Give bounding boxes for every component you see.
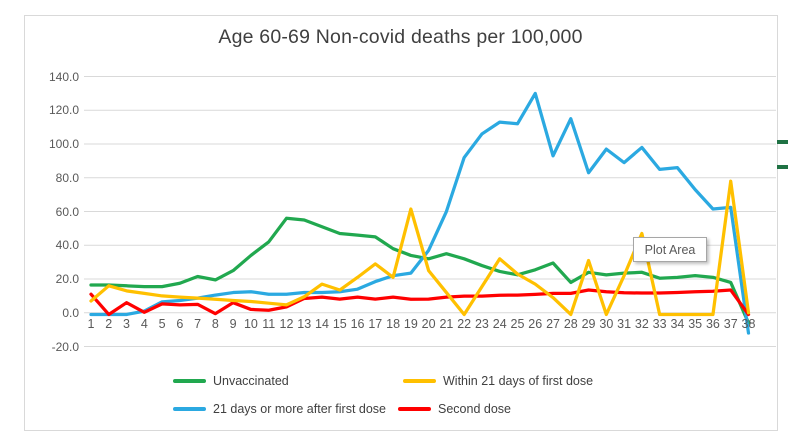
legend-item-second-dose[interactable]: Second dose [398,401,511,417]
x-axis-tick-label: 12 [279,317,294,331]
x-axis-tick-label: 27 [546,317,560,331]
x-axis-tick-label: 19 [403,317,418,331]
plot-area-tooltip: Plot Area [633,237,707,262]
legend-swatch [398,407,431,411]
cell-accent-dash [777,140,788,144]
y-axis-tick-label: 140.0 [48,69,79,84]
legend-item-within-21-days-of-first-dose[interactable]: Within 21 days of first dose [403,373,593,389]
x-axis-tick-label: 3 [123,317,130,331]
x-axis-tick-label: 31 [617,317,632,331]
x-axis-tick-label: 34 [670,317,685,331]
x-axis-tick-label: 10 [243,317,258,331]
legend-item-21-days-or-more-after-first-dose[interactable]: 21 days or more after first dose [173,401,386,417]
x-axis-tick-label: 5 [158,317,166,331]
x-axis-tick-label: 30 [599,317,614,331]
x-axis-tick-label: 20 [421,317,436,331]
x-axis-tick-label: 36 [705,317,720,331]
x-axis-tick-label: 38 [741,317,756,331]
y-axis-tick-label: 80.0 [55,170,79,185]
x-axis-tick-label: 14 [315,317,329,331]
legend-label: Second dose [438,402,511,416]
x-axis-tick-label: 15 [332,317,347,331]
y-axis-tick-label: 60.0 [55,204,79,219]
x-axis-tick-label: 28 [563,317,578,331]
x-axis-tick-label: 23 [474,317,489,331]
x-axis-tick-label: 2 [105,317,113,331]
legend-swatch [173,407,206,411]
x-axis-tick-label: 32 [634,317,649,331]
y-axis-tick-label: 0.0 [62,305,79,320]
y-axis-tick-label: 100.0 [48,137,79,152]
series-line-unvaccinated[interactable] [89,216,751,325]
x-axis-tick-label: 33 [652,317,667,331]
x-axis-tick-label: 17 [368,317,383,331]
x-axis-tick-label: 1 [87,317,95,331]
legend-label: Within 21 days of first dose [443,374,594,388]
y-axis-tick-label: 120.0 [48,103,79,118]
x-axis-tick-label: 25 [510,317,525,331]
x-axis-tick-label: 21 [439,317,454,331]
x-axis-tick-label: 16 [350,317,365,331]
x-axis-tick-label: 11 [262,317,276,331]
x-axis-tick-label: 22 [457,317,472,331]
legend-label: Unvaccinated [213,374,289,388]
legend-swatch [403,379,436,383]
series-line-second-dose[interactable] [89,288,751,317]
y-axis-tick-label: 40.0 [55,238,79,253]
cell-accent-dash [777,165,788,169]
legend-item-unvaccinated[interactable]: Unvaccinated [173,373,289,389]
y-axis-tick-label: -20.0 [51,339,79,354]
chart-title[interactable]: Age 60-69 Non-covid deaths per 100,000 [218,26,583,48]
x-axis-tick-label: 35 [688,317,703,331]
x-axis-tick-label: 29 [581,317,596,331]
x-axis-tick-label: 18 [386,317,401,331]
x-axis-tick-label: 7 [194,317,202,331]
x-axis-tick-label: 6 [176,317,184,331]
plot-area-tooltip-label: Plot Area [644,242,696,257]
x-axis-tick-label: 37 [723,317,738,331]
x-axis-tick-label: 13 [297,317,312,331]
x-axis-tick-label: 26 [528,317,543,331]
chart-canvas[interactable] [24,15,778,431]
legend-label: 21 days or more after first dose [213,402,386,416]
legend-swatch [173,379,206,383]
x-axis-tick-label: 8 [211,317,219,331]
y-axis-tick-label: 20.0 [55,272,79,287]
x-axis-tick-label: 24 [492,317,507,331]
x-axis-tick-label: 4 [140,317,148,331]
x-axis-tick-label: 9 [229,317,237,331]
